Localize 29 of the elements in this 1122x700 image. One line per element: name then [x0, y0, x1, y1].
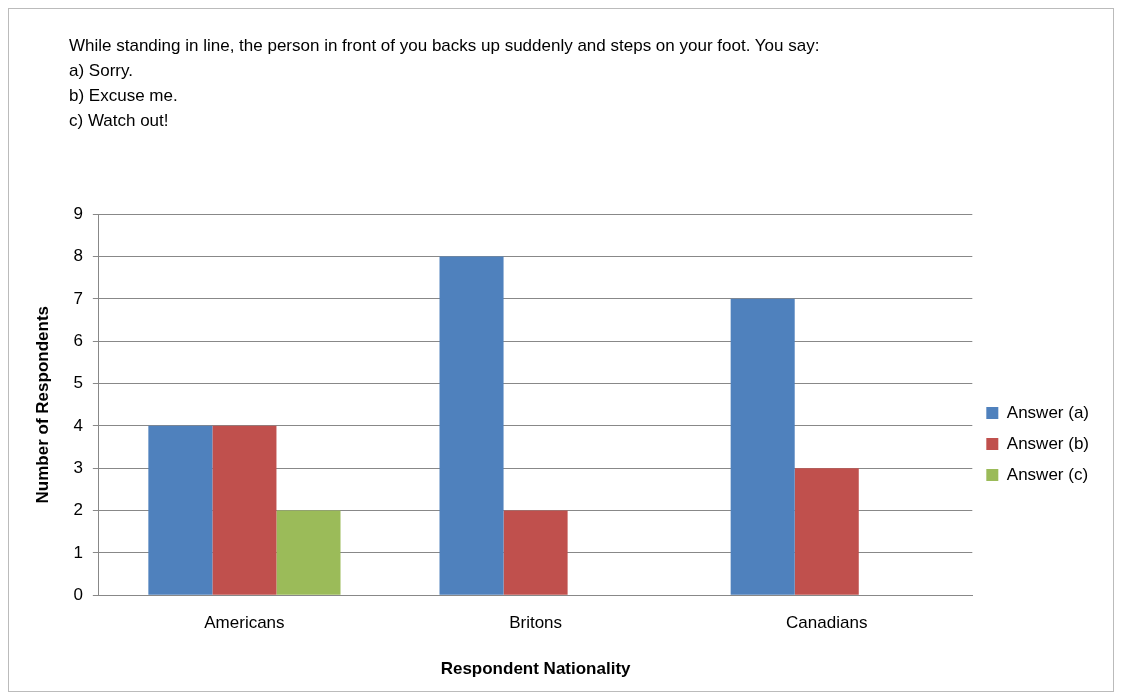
legend-label: Answer (b)	[1006, 433, 1089, 453]
x-tick-label: Canadians	[786, 613, 868, 633]
y-tick-label: 9	[73, 203, 83, 223]
bar	[730, 298, 795, 595]
bar	[439, 256, 504, 595]
y-tick-label: 6	[73, 330, 83, 350]
y-tick-label: 2	[73, 500, 83, 520]
bar	[276, 510, 341, 595]
bar	[794, 468, 859, 595]
bar	[148, 425, 213, 595]
x-tick-label: Britons	[509, 613, 563, 633]
chart-title: While standing in line, the person in front of you backs up suddenly and steps on your foot. You say:	[69, 35, 821, 57]
text: a) Sorry.	[69, 60, 134, 82]
y-tick-label: 5	[73, 373, 83, 393]
legend-label: Answer (c)	[1006, 464, 1089, 484]
y-tick-label: 8	[73, 246, 83, 266]
y-tick-label: 3	[73, 457, 83, 477]
x-axis-title: Respondent Nationality	[440, 659, 632, 679]
y-axis-title: Number of Respondents	[32, 306, 52, 504]
y-tick-label: 1	[73, 542, 83, 562]
x-tick-label: Americans	[204, 613, 285, 633]
bar	[212, 425, 277, 595]
y-tick-label: 4	[73, 415, 83, 435]
y-tick-label: 7	[73, 288, 83, 308]
text: c) Watch out!	[69, 110, 170, 132]
text: b) Excuse me.	[69, 85, 179, 107]
y-tick-label: 0	[73, 584, 83, 604]
legend-label: Answer (a)	[1006, 402, 1089, 422]
bar	[503, 510, 568, 595]
